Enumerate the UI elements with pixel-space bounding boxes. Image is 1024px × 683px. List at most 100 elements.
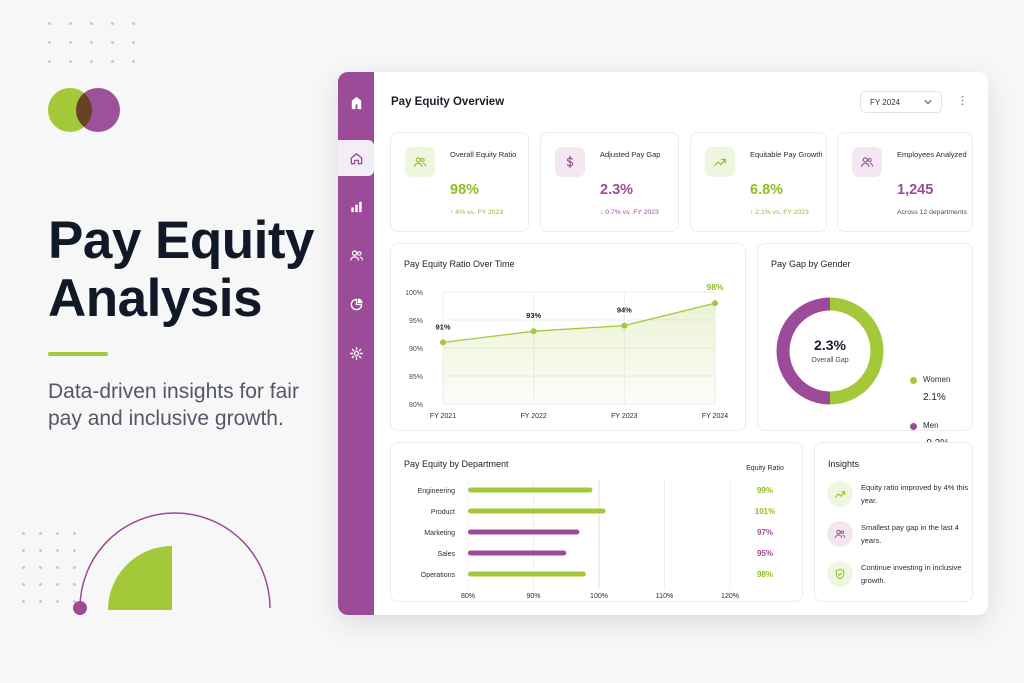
kpi-label: Equitable Pay Growth — [750, 150, 823, 159]
data-point — [440, 339, 446, 346]
insight-text: Smallest pay gap in the last 4 years. — [861, 523, 959, 545]
sidebar-item-analytics[interactable] — [338, 286, 374, 322]
period-select[interactable]: FY 2024 — [860, 91, 942, 113]
donut-center-value: 2.3% — [814, 337, 846, 353]
donut-center-label: Overall Gap — [811, 357, 848, 364]
users-icon — [852, 147, 882, 177]
category-label: Sales — [437, 551, 455, 558]
trend-up-icon — [827, 481, 853, 507]
y-tick-label: 80% — [409, 402, 423, 409]
data-label: 91% — [435, 322, 450, 331]
hero-subtitle: Data-driven insights for fair pay and in… — [48, 380, 299, 430]
kpi-note: ↑ 2.1% vs. FY 2023 — [750, 209, 809, 216]
users-icon — [827, 521, 853, 547]
x-tick-label: 120% — [721, 593, 739, 600]
value-label: 97% — [757, 528, 773, 537]
pie-chart-icon — [350, 297, 363, 310]
x-tick-label: 110% — [656, 593, 673, 600]
kpi-note: ↑ 4% vs. FY 2023 — [450, 209, 503, 216]
data-label: 98% — [706, 282, 723, 292]
hero-title: Pay Equity Analysis — [48, 211, 314, 328]
kpi-label: Overall Equity Ratio — [450, 150, 517, 159]
donut-slice-men — [776, 297, 831, 405]
kpi-note-text: ↑ 2.1% vs. FY 2023 — [750, 209, 809, 216]
value-label: 101% — [755, 507, 775, 516]
kpi-note: Across 12 departments — [897, 209, 967, 216]
kpi-value: 6.8% — [750, 182, 784, 198]
data-label: 94% — [617, 306, 632, 315]
kpi-label: Employees Analyzed — [897, 150, 967, 159]
more-options-button[interactable] — [958, 94, 966, 110]
kpi-card-pay-growth: Equitable Pay Growth 6.8% ↑ 2.1% vs. FY … — [690, 132, 827, 232]
insights-card: Insights Equity ratio improved by 4% thi… — [814, 442, 973, 602]
y-tick-label: 85% — [409, 374, 423, 381]
trend-up-icon — [705, 147, 735, 177]
dashboard-window: Pay Equity Overview FY 2024 Overall Equi… — [338, 72, 988, 615]
x-tick-label: FY 2023 — [611, 413, 637, 420]
kpi-card-employees: Employees Analyzed 1,245 Across 12 depar… — [837, 132, 973, 232]
legend-label-men: Men — [923, 421, 939, 430]
decorative-dots-top — [48, 22, 135, 63]
decorative-dots-bottom — [22, 532, 76, 603]
pay-gap-donut-chart: 2.3% Overall Gap — [776, 297, 884, 405]
bar — [468, 529, 580, 535]
dollar-icon — [555, 147, 585, 177]
legend-value-women: 2.1% — [923, 392, 946, 403]
legend-swatch-women — [910, 377, 917, 384]
home-icon — [350, 152, 362, 164]
department-equity-card: Pay Equity by Department Equity Ratio 80%… — [390, 442, 803, 602]
kpi-value: 98% — [450, 182, 480, 198]
equity-ratio-line-chart: 80% 85% 90% 95% 100% FY 2021 FY 2022 FY 2023 FY … — [405, 282, 728, 420]
data-point — [621, 322, 628, 329]
bar — [468, 550, 567, 556]
kpi-card-pay-gap: Adjusted Pay Gap 2.3% ↓ 0.7% vs. FY 2023 — [540, 132, 679, 232]
x-tick-label: FY 2021 — [430, 413, 456, 420]
period-select-value: FY 2024 — [870, 97, 901, 107]
insight-item: Continue investing in inclusive growth. — [827, 561, 977, 589]
shield-check-icon — [827, 561, 853, 587]
insight-text: Equity ratio improved by 4% this year. — [861, 483, 969, 505]
category-label: Marketing — [424, 530, 455, 537]
sidebar-item-home[interactable] — [338, 140, 374, 176]
sidebar-item-settings[interactable] — [338, 335, 374, 371]
decorative-arc-graphic — [73, 512, 271, 615]
insights-title: Insights — [828, 459, 860, 469]
chart-title: Pay Equity by Department — [404, 459, 509, 469]
sidebar — [338, 72, 374, 615]
bar — [468, 508, 606, 514]
x-tick-label: FY 2022 — [520, 413, 546, 420]
value-column-header: Equity Ratio — [746, 465, 784, 472]
value-label: 95% — [757, 549, 773, 558]
kpi-card-equity-ratio: Overall Equity Ratio 98% ↑ 4% vs. FY 202… — [390, 132, 529, 232]
category-label: Engineering — [418, 488, 455, 495]
kpi-note-text: ↑ 4% vs. FY 2023 — [450, 209, 504, 216]
data-label: 93% — [526, 311, 541, 320]
kpi-value: 2.3% — [600, 182, 634, 198]
x-tick-label: 80% — [461, 593, 475, 600]
brand-logo — [48, 88, 120, 132]
kpi-value: 1,245 — [897, 182, 934, 198]
legend-label-women: Women — [923, 375, 951, 384]
equity-ratio-chart-card: Pay Equity Ratio Over Time 80% 85% 90% 95% 1… — [390, 243, 746, 431]
kebab-icon — [961, 95, 963, 106]
area-fill — [443, 303, 715, 404]
x-tick-label: FY 2024 — [702, 413, 728, 420]
chart-title: Pay Equity Ratio Over Time — [404, 259, 515, 269]
donut-slice-women — [829, 297, 884, 405]
y-tick-label: 95% — [409, 318, 423, 325]
y-tick-label: 90% — [409, 346, 423, 353]
x-tick-label: 100% — [590, 593, 608, 600]
sidebar-brand-logo-icon[interactable] — [338, 84, 374, 120]
data-point — [530, 328, 537, 335]
value-label: 98% — [757, 570, 773, 579]
kpi-note: ↓ 0.7% vs. FY 2023 — [600, 209, 659, 216]
bar — [468, 487, 593, 493]
department-bar-chart: Equity Ratio 80% 90% 100% 110% 120% Engineerin… — [418, 465, 784, 600]
chart-title: Pay Gap by Gender — [771, 259, 851, 269]
kpi-note-text: ↓ 0.7% vs. FY 2023 — [600, 209, 659, 216]
data-point — [712, 300, 718, 307]
page-title: Pay Equity Overview — [391, 96, 505, 108]
sidebar-item-reports[interactable] — [338, 188, 374, 224]
value-label: 99% — [757, 486, 773, 495]
sidebar-item-people[interactable] — [338, 237, 374, 273]
